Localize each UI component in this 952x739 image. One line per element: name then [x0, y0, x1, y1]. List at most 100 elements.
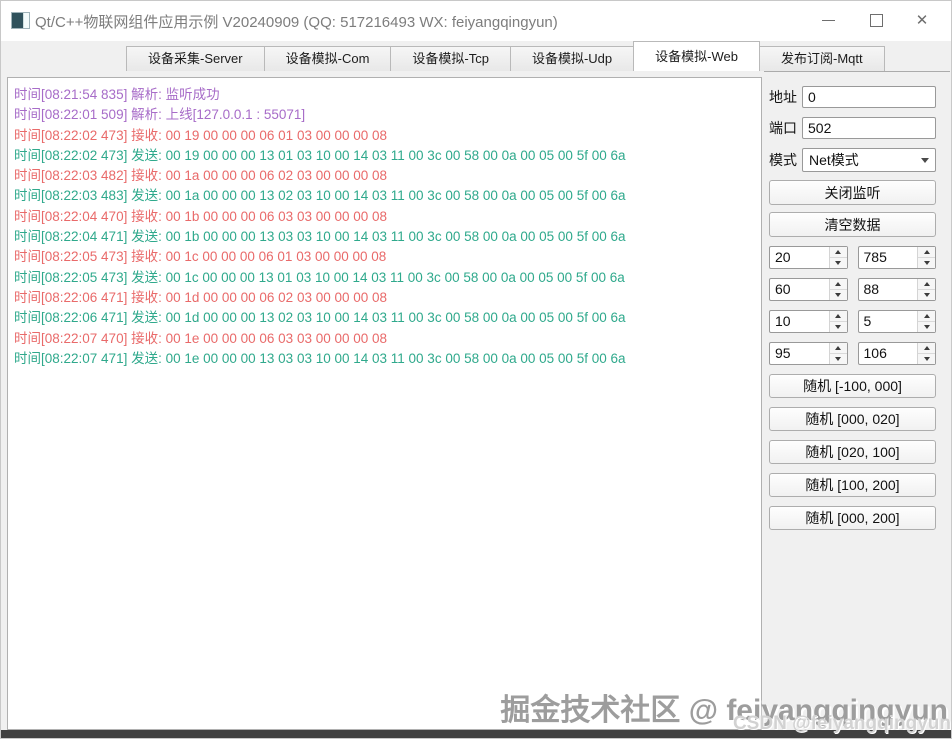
log-line-receive: 时间[08:22:07 470] 接收: 00 1e 00 00 00 06 0…	[14, 330, 388, 346]
tab-1[interactable]: 设备采集-Server	[126, 46, 265, 71]
spin-up-icon	[835, 250, 841, 254]
bottom-dark-strip	[1, 730, 951, 738]
log-line-receive: 时间[08:22:04 470] 接收: 00 1b 00 00 00 06 0…	[14, 208, 388, 224]
spinbox[interactable]: 10	[769, 310, 848, 333]
port-row: 端口	[769, 117, 936, 139]
spin-up-button[interactable]	[918, 311, 935, 322]
spinbox-row: 10 5	[769, 310, 936, 333]
spinbox[interactable]: 20	[769, 246, 848, 269]
log-line-receive: 时间[08:22:03 482] 接收: 00 1a 00 00 00 06 0…	[14, 168, 388, 184]
spinbox-arrows	[917, 311, 935, 332]
spin-up-button[interactable]	[918, 247, 935, 258]
spin-down-icon	[835, 357, 841, 361]
app-icon-light-part	[24, 13, 29, 28]
spin-up-icon	[923, 250, 930, 254]
spinbox-value: 10	[775, 313, 791, 329]
spin-down-button[interactable]	[918, 258, 935, 268]
spinbox-row: 20 785	[769, 246, 936, 269]
maximize-button[interactable]	[853, 1, 899, 39]
spin-up-button[interactable]	[918, 343, 935, 354]
random-button-2[interactable]: 随机 [000, 020]	[769, 407, 936, 431]
app-icon	[11, 12, 30, 29]
tab-5[interactable]: 设备模拟-Web	[633, 41, 760, 71]
spinbox-row: 60 88	[769, 278, 936, 301]
log-line-receive: 时间[08:22:05 473] 接收: 00 1c 00 00 00 06 0…	[14, 249, 387, 265]
log-line-send: 时间[08:22:06 471] 发送: 00 1d 00 00 00 13 0…	[14, 310, 626, 326]
spin-down-icon	[835, 325, 841, 329]
address-input[interactable]	[802, 86, 936, 108]
control-panel: 地址 端口 模式 Net模式 关闭监听 清空数据 20 785 60 88 10 5 95 1…	[769, 77, 936, 530]
spinbox[interactable]: 60	[769, 278, 848, 301]
spin-down-icon	[835, 261, 841, 265]
log-line-send: 时间[08:22:03 483] 发送: 00 1a 00 00 00 13 0…	[14, 188, 626, 204]
minimize-button[interactable]	[805, 1, 851, 39]
spin-down-button[interactable]	[829, 258, 847, 268]
tab-6[interactable]: 发布订阅-Mqtt	[758, 46, 885, 71]
spin-down-icon	[923, 325, 930, 329]
spinbox-value: 95	[775, 345, 791, 361]
spin-up-icon	[835, 282, 841, 286]
spin-up-button[interactable]	[829, 279, 847, 290]
tab-2[interactable]: 设备模拟-Com	[263, 46, 392, 71]
port-input[interactable]	[802, 117, 936, 139]
log-console[interactable]: 时间[08:21:54 835] 解析: 监听成功时间[08:22:01 509…	[7, 77, 762, 730]
random-button-4[interactable]: 随机 [100, 200]	[769, 473, 936, 497]
close-button[interactable]: ✕	[899, 1, 945, 39]
spinbox-arrows	[828, 247, 847, 268]
random-button-1[interactable]: 随机 [-100, 000]	[769, 374, 936, 398]
spinbox[interactable]: 785	[857, 246, 936, 269]
log-line-parse: 时间[08:21:54 835] 解析: 监听成功	[14, 87, 220, 102]
tab-3[interactable]: 设备模拟-Tcp	[390, 46, 511, 71]
spinbox-arrows	[828, 279, 847, 300]
spin-down-button[interactable]	[918, 322, 935, 332]
log-line-receive: 时间[08:22:02 473] 接收: 00 19 00 00 00 06 0…	[14, 127, 388, 143]
chevron-down-icon	[921, 157, 929, 163]
tab-4[interactable]: 设备模拟-Udp	[509, 46, 635, 71]
mode-selected-value: Net模式	[809, 152, 859, 168]
title-bar: Qt/C++物联网组件应用示例 V20240909 (QQ: 517216493…	[1, 1, 951, 41]
spin-down-button[interactable]	[918, 354, 935, 364]
spinbox-value: 20	[775, 249, 791, 265]
spin-down-button[interactable]	[829, 290, 847, 300]
spinbox[interactable]: 95	[769, 342, 848, 365]
random-button-5[interactable]: 随机 [000, 200]	[769, 506, 936, 530]
spinbox-arrows	[828, 343, 847, 364]
spinbox-row: 95 106	[769, 342, 936, 365]
spin-down-button[interactable]	[829, 354, 847, 364]
spinbox-value: 5	[863, 313, 872, 329]
mode-select[interactable]: Net模式	[802, 148, 936, 172]
spinbox-arrows	[917, 279, 935, 300]
log-line-parse: 时间[08:22:01 509] 解析: 上线[127.0.0.1 : 5507…	[14, 107, 306, 123]
spinbox[interactable]: 88	[857, 278, 936, 301]
spinbox[interactable]: 106	[857, 342, 936, 365]
spin-up-button[interactable]	[829, 247, 847, 258]
spin-up-button[interactable]	[829, 311, 847, 322]
spin-down-icon	[923, 357, 930, 361]
random-button-3[interactable]: 随机 [020, 100]	[769, 440, 936, 464]
spinbox-arrows	[917, 247, 935, 268]
clear-data-button[interactable]: 清空数据	[769, 212, 936, 237]
spin-up-button[interactable]	[829, 343, 847, 354]
spin-up-button[interactable]	[918, 279, 935, 290]
log-line-send: 时间[08:22:04 471] 发送: 00 1b 00 00 00 13 0…	[14, 229, 626, 245]
spin-up-icon	[835, 346, 841, 350]
port-label: 端口	[769, 120, 797, 136]
spinbox[interactable]: 5	[857, 310, 936, 333]
spinbox-arrows	[917, 343, 935, 364]
spinbox-value: 785	[863, 249, 887, 265]
spin-down-button[interactable]	[829, 322, 847, 332]
mode-row: 模式 Net模式	[769, 148, 936, 172]
watermark-juejin: 掘金技术社区 @ feiyangqingyun	[500, 694, 948, 727]
close-listen-button[interactable]: 关闭监听	[769, 180, 936, 205]
spinbox-value: 106	[863, 345, 887, 361]
pane-top-border	[764, 71, 950, 72]
spin-up-icon	[923, 346, 930, 350]
spin-down-icon	[923, 261, 930, 265]
spinbox-arrows	[828, 311, 847, 332]
spin-down-button[interactable]	[918, 290, 935, 300]
tab-bar: 设备采集-Server 设备模拟-Com 设备模拟-Tcp 设备模拟-Udp 设备模拟-…	[1, 41, 951, 71]
maximize-icon	[869, 13, 883, 27]
spin-up-icon	[923, 282, 930, 286]
log-line-send: 时间[08:22:05 473] 发送: 00 1c 00 00 00 13 0…	[14, 269, 625, 285]
